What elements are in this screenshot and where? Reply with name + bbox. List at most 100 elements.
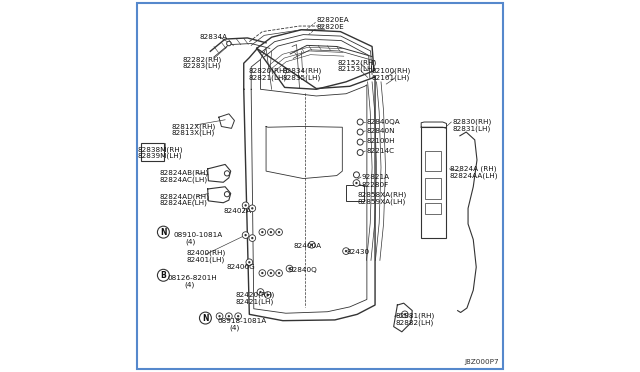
Circle shape [251, 237, 253, 239]
Text: 82834(RH): 82834(RH) [282, 67, 321, 74]
Text: 82824AE(LH): 82824AE(LH) [159, 200, 207, 206]
Circle shape [249, 205, 255, 212]
Circle shape [251, 207, 253, 209]
Text: 82824AB(RH): 82824AB(RH) [159, 170, 209, 176]
Circle shape [259, 291, 262, 293]
Text: 82824AC(LH): 82824AC(LH) [159, 176, 207, 183]
Circle shape [286, 265, 293, 272]
Text: 82152(RH): 82152(RH) [338, 59, 377, 66]
Circle shape [310, 244, 313, 246]
Text: 82835(LH): 82835(LH) [282, 74, 320, 81]
Text: 82812X(RH): 82812X(RH) [172, 123, 216, 130]
Circle shape [353, 172, 360, 178]
Circle shape [353, 180, 360, 186]
Text: 82824A (RH): 82824A (RH) [450, 166, 497, 172]
Text: 92821A: 92821A [362, 174, 390, 180]
Circle shape [276, 229, 282, 235]
Circle shape [267, 294, 269, 296]
Circle shape [237, 315, 239, 317]
Circle shape [235, 313, 241, 320]
Text: 82859XA(LH): 82859XA(LH) [357, 198, 406, 205]
Text: 82820(RH): 82820(RH) [248, 67, 288, 74]
Text: 82430: 82430 [346, 249, 369, 255]
Text: 82840N: 82840N [367, 128, 395, 134]
Text: N: N [202, 314, 209, 323]
Text: J8Z000P7: J8Z000P7 [465, 359, 499, 365]
Circle shape [225, 313, 232, 320]
Text: 08918-1081A: 08918-1081A [218, 318, 267, 324]
Circle shape [157, 269, 170, 281]
Text: 82100(RH): 82100(RH) [371, 67, 411, 74]
Circle shape [261, 272, 264, 274]
Text: (4): (4) [186, 238, 196, 245]
Circle shape [248, 261, 250, 263]
Text: 82838M(RH): 82838M(RH) [138, 146, 183, 153]
Text: 82821(LH): 82821(LH) [248, 74, 287, 81]
Text: 82101(LH): 82101(LH) [371, 74, 410, 81]
Text: 82283(LH): 82283(LH) [182, 63, 221, 70]
Circle shape [357, 139, 363, 145]
Circle shape [243, 232, 249, 238]
Circle shape [342, 248, 349, 254]
Text: 82401(LH): 82401(LH) [186, 256, 225, 263]
Text: 82153(LH): 82153(LH) [338, 66, 376, 73]
Text: 82400G: 82400G [227, 264, 255, 270]
Circle shape [268, 270, 275, 276]
Circle shape [246, 259, 253, 266]
Circle shape [404, 313, 406, 315]
Text: 82824AA(LH): 82824AA(LH) [449, 172, 498, 179]
Circle shape [216, 313, 223, 320]
Circle shape [308, 241, 315, 248]
Circle shape [357, 150, 363, 155]
Circle shape [227, 41, 231, 46]
Circle shape [268, 229, 275, 235]
Circle shape [264, 292, 271, 298]
Text: 82882(LH): 82882(LH) [395, 320, 433, 326]
Circle shape [157, 226, 170, 238]
Circle shape [244, 234, 247, 236]
Text: 82858XA(RH): 82858XA(RH) [357, 192, 406, 198]
Text: 82840QA: 82840QA [367, 119, 400, 125]
Circle shape [200, 312, 211, 324]
Circle shape [218, 315, 221, 317]
Circle shape [228, 315, 230, 317]
Circle shape [259, 270, 266, 276]
Text: 08910-1081A: 08910-1081A [174, 232, 223, 238]
Circle shape [345, 250, 348, 252]
Text: 08126-8201H: 08126-8201H [168, 275, 217, 281]
Circle shape [259, 229, 266, 235]
Text: 82820EA: 82820EA [316, 17, 349, 23]
Text: 82420(RH): 82420(RH) [235, 291, 275, 298]
Text: 82831(LH): 82831(LH) [452, 125, 491, 132]
Text: 82421(LH): 82421(LH) [235, 298, 273, 305]
Circle shape [269, 272, 272, 274]
Circle shape [278, 231, 280, 233]
Text: 82820E: 82820E [316, 24, 344, 30]
Circle shape [401, 311, 408, 318]
Circle shape [357, 129, 363, 135]
Text: 82214C: 82214C [367, 148, 395, 154]
Circle shape [249, 235, 255, 241]
Text: (4): (4) [184, 282, 195, 288]
Text: 82813X(LH): 82813X(LH) [172, 130, 214, 137]
Text: 82834A: 82834A [199, 34, 227, 40]
Text: 82100H: 82100H [367, 138, 395, 144]
Circle shape [225, 192, 230, 197]
Circle shape [276, 270, 282, 276]
Text: 82400A: 82400A [294, 243, 322, 249]
Text: 82840Q: 82840Q [289, 267, 317, 273]
Text: 82402A: 82402A [223, 208, 252, 214]
Text: 82280F: 82280F [362, 182, 389, 187]
Text: 82824AD(RH): 82824AD(RH) [159, 193, 209, 200]
Text: 82282(RH): 82282(RH) [182, 56, 221, 63]
FancyBboxPatch shape [346, 185, 364, 201]
Text: 82830(RH): 82830(RH) [452, 119, 492, 125]
Circle shape [243, 202, 249, 209]
Circle shape [269, 231, 272, 233]
Circle shape [261, 231, 264, 233]
Circle shape [278, 272, 280, 274]
Circle shape [225, 171, 230, 176]
Text: (4): (4) [229, 324, 239, 331]
Circle shape [244, 204, 247, 206]
Circle shape [257, 289, 264, 295]
